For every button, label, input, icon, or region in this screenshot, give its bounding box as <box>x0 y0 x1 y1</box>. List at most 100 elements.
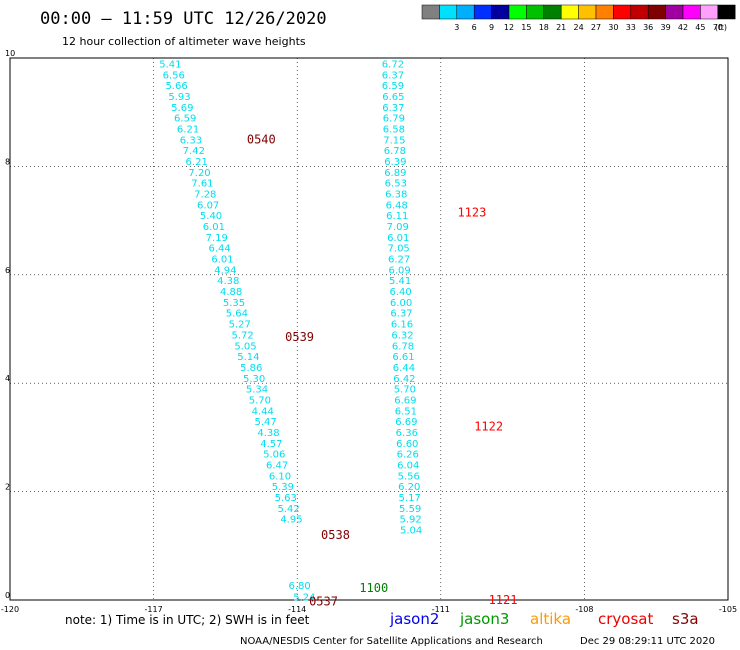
axis-ticks: -120 -117 -114 -111 -108 -105 0 2 4 6 8 10 <box>1 49 737 614</box>
legend-label: 39 <box>661 23 671 32</box>
wave-height-value: 6.51 <box>395 406 417 417</box>
data-points: 5.416.565.665.935.696.596.216.337.426.21… <box>159 59 422 603</box>
wave-height-value: 6.44 <box>209 244 231 255</box>
satellite-name: altika <box>530 610 571 628</box>
wave-height-value: 5.40 <box>200 211 222 222</box>
wave-height-value: 7.15 <box>383 135 405 146</box>
wave-height-value: 7.09 <box>387 222 409 233</box>
wave-height-value: 6.89 <box>384 168 406 179</box>
time-label: 1121 <box>489 593 518 607</box>
wave-height-value: 6.07 <box>197 200 219 211</box>
wave-height-value: 7.61 <box>191 179 213 190</box>
wave-height-value: 5.66 <box>165 81 187 92</box>
wave-height-value: 6.04 <box>397 461 419 472</box>
legend-swatch <box>717 4 736 20</box>
legend-label: 3 <box>454 23 459 32</box>
wave-height-value: 5.04 <box>400 526 422 537</box>
wave-height-value: 6.69 <box>394 395 416 406</box>
wave-height-value: 5.41 <box>159 59 181 70</box>
legend-swatch <box>647 4 666 20</box>
legend-swatch <box>613 4 632 20</box>
wave-height-value: 6.37 <box>382 103 404 114</box>
wave-height-value: 4.38 <box>217 276 239 287</box>
legend-label: 6 <box>472 23 477 32</box>
wave-height-value: 6.01 <box>387 233 409 244</box>
legend-swatch <box>439 4 458 20</box>
time-label: 0540 <box>247 132 276 146</box>
time-label: 0537 <box>309 595 338 609</box>
wave-height-value: 4.57 <box>260 439 282 450</box>
satellite-name: cryosat <box>598 610 653 628</box>
wave-height-value: 6.21 <box>177 124 199 135</box>
wave-height-value: 6.09 <box>389 265 411 276</box>
wave-height-value: 6.59 <box>174 114 196 125</box>
wave-height-value: 5.63 <box>275 493 297 504</box>
wave-height-value: 6.01 <box>211 255 233 266</box>
x-tick-label: -105 <box>719 605 737 614</box>
legend-label: 18 <box>539 23 549 32</box>
satellite-legend: jason2 jason3 altika cryosat s3a <box>389 610 699 628</box>
wave-height-value: 6.53 <box>385 179 407 190</box>
wave-height-value: 5.70 <box>249 395 271 406</box>
chart-title: 00:00 – 11:59 UTC 12/26/2020 <box>40 9 327 29</box>
wave-height-value: 6.61 <box>392 352 414 363</box>
wave-height-value: 5.69 <box>171 103 193 114</box>
wave-height-value: 5.17 <box>399 493 421 504</box>
wave-height-value: 6.26 <box>397 450 419 461</box>
wave-height-value: 5.59 <box>399 504 421 515</box>
footer-credit: NOAA/NESDIS Center for Satellite Applica… <box>240 636 543 647</box>
legend-swatch <box>682 4 701 20</box>
legend-label: 9 <box>489 23 494 32</box>
wave-height-value: 5.70 <box>394 385 416 396</box>
wave-height-value: 6.80 <box>288 581 310 592</box>
legend-label: 42 <box>678 23 688 32</box>
grid-lines <box>10 58 728 600</box>
wave-height-value: 7.19 <box>206 233 228 244</box>
wave-height-value: 6.27 <box>388 255 410 266</box>
y-tick-label: 4 <box>5 374 10 383</box>
wave-height-value: 6.21 <box>186 157 208 168</box>
legend-swatch <box>473 4 492 20</box>
legend-label: 30 <box>608 23 618 32</box>
wave-height-value: 7.42 <box>183 146 205 157</box>
wave-height-value: 5.86 <box>240 363 262 374</box>
wave-height-value: 5.24 <box>293 593 315 604</box>
wave-height-value: 6.69 <box>395 417 417 428</box>
wave-height-value: 6.20 <box>398 482 420 493</box>
legend-label: 15 <box>521 23 531 32</box>
wave-height-value: 5.64 <box>226 309 248 320</box>
legend-swatch <box>595 4 614 20</box>
wave-height-value: 6.36 <box>396 428 418 439</box>
y-tick-label: 10 <box>5 49 15 58</box>
wave-height-value: 6.16 <box>391 320 413 331</box>
wave-height-value: 5.56 <box>398 471 420 482</box>
wave-height-value: 6.60 <box>396 439 418 450</box>
wave-height-value: 7.05 <box>388 244 410 255</box>
wave-height-value: 6.78 <box>392 341 414 352</box>
wave-height-value: 6.78 <box>384 146 406 157</box>
satellite-name: jason2 <box>389 610 439 628</box>
wave-height-value: 4.88 <box>220 287 242 298</box>
wave-height-value: 5.39 <box>272 482 294 493</box>
legend-label: 33 <box>626 23 636 32</box>
wave-height-value: 6.11 <box>386 211 408 222</box>
note-text: note: 1) Time is in UTC; 2) SWH is in fe… <box>65 613 310 627</box>
wave-height-value: 5.42 <box>277 504 299 515</box>
wave-height-value: 6.42 <box>393 374 415 385</box>
legend-swatch <box>508 4 527 20</box>
x-tick-label: -111 <box>432 605 450 614</box>
wave-height-value: 6.37 <box>390 309 412 320</box>
time-label: 0538 <box>321 528 350 542</box>
wave-height-value: 5.72 <box>231 330 253 341</box>
wave-height-value: 6.39 <box>384 157 406 168</box>
wave-height-value: 5.41 <box>389 276 411 287</box>
satellite-name: jason3 <box>459 610 509 628</box>
wave-height-value: 6.32 <box>391 330 413 341</box>
legend-swatch <box>665 4 684 20</box>
time-label: 1122 <box>474 420 503 434</box>
color-legend: 3 6 9 12 15 18 21 24 27 30 33 36 39 42 45 70 <box>421 4 736 32</box>
wave-height-value: 5.14 <box>237 352 259 363</box>
wave-height-value: 6.01 <box>203 222 225 233</box>
wave-height-value: 6.44 <box>393 363 415 374</box>
